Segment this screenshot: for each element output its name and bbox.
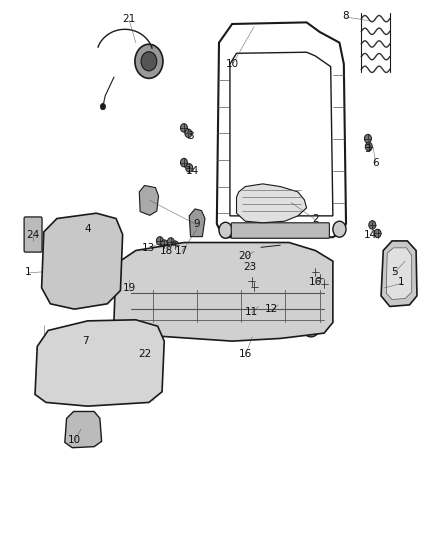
- Circle shape: [95, 330, 102, 339]
- Polygon shape: [42, 213, 123, 309]
- Text: 10: 10: [226, 59, 239, 69]
- Text: 19: 19: [123, 283, 136, 293]
- Polygon shape: [65, 411, 102, 448]
- Polygon shape: [114, 243, 333, 341]
- Circle shape: [145, 377, 152, 385]
- Circle shape: [364, 134, 371, 143]
- Polygon shape: [237, 184, 307, 223]
- Circle shape: [374, 229, 381, 238]
- Circle shape: [73, 382, 80, 391]
- Circle shape: [365, 142, 372, 151]
- Ellipse shape: [249, 247, 273, 259]
- FancyBboxPatch shape: [231, 223, 329, 238]
- Text: 3: 3: [364, 144, 371, 154]
- Text: 20: 20: [239, 251, 252, 261]
- Circle shape: [248, 277, 255, 286]
- Circle shape: [161, 240, 168, 248]
- Polygon shape: [386, 248, 412, 300]
- Text: 3: 3: [187, 131, 194, 141]
- Text: 22: 22: [138, 350, 151, 359]
- Text: 10: 10: [68, 435, 81, 445]
- Text: 23: 23: [243, 262, 256, 271]
- Polygon shape: [139, 185, 159, 215]
- Text: 2: 2: [312, 214, 319, 223]
- Circle shape: [97, 382, 104, 391]
- Text: 16: 16: [309, 278, 322, 287]
- Circle shape: [180, 158, 187, 167]
- Circle shape: [301, 313, 321, 337]
- Polygon shape: [50, 228, 112, 300]
- Circle shape: [316, 274, 323, 282]
- Circle shape: [86, 329, 93, 337]
- Text: 24: 24: [26, 230, 39, 239]
- Text: 12: 12: [265, 304, 278, 314]
- Circle shape: [47, 379, 54, 388]
- Text: 18: 18: [160, 246, 173, 255]
- Circle shape: [167, 238, 174, 246]
- Circle shape: [186, 164, 193, 172]
- FancyBboxPatch shape: [24, 217, 42, 252]
- Polygon shape: [230, 52, 333, 216]
- Text: 4: 4: [84, 224, 91, 234]
- Text: 5: 5: [391, 267, 398, 277]
- Text: 14: 14: [186, 166, 199, 175]
- Circle shape: [100, 103, 106, 110]
- Circle shape: [156, 237, 163, 245]
- Text: 1: 1: [397, 278, 404, 287]
- Circle shape: [251, 282, 258, 291]
- Circle shape: [180, 124, 187, 132]
- Text: 17: 17: [175, 246, 188, 255]
- Circle shape: [91, 333, 98, 341]
- Circle shape: [142, 321, 151, 332]
- Polygon shape: [189, 209, 205, 237]
- Text: 11: 11: [245, 307, 258, 317]
- Circle shape: [321, 279, 328, 288]
- Circle shape: [141, 52, 157, 71]
- Polygon shape: [35, 320, 164, 406]
- Text: 8: 8: [343, 11, 350, 21]
- Circle shape: [185, 129, 192, 138]
- Circle shape: [219, 222, 232, 238]
- Circle shape: [146, 342, 159, 357]
- Circle shape: [135, 44, 163, 78]
- Circle shape: [333, 221, 346, 237]
- Circle shape: [137, 314, 156, 338]
- Circle shape: [369, 221, 376, 229]
- Text: 9: 9: [194, 219, 201, 229]
- Text: 13: 13: [142, 243, 155, 253]
- Circle shape: [172, 241, 179, 249]
- Polygon shape: [381, 241, 417, 306]
- Text: 16: 16: [239, 350, 252, 359]
- Text: 6: 6: [372, 158, 379, 167]
- Circle shape: [307, 320, 315, 330]
- Text: 7: 7: [82, 336, 89, 346]
- Circle shape: [124, 379, 131, 388]
- Text: 1: 1: [25, 267, 32, 277]
- Circle shape: [312, 268, 319, 276]
- Text: 21: 21: [123, 14, 136, 23]
- Text: 14: 14: [364, 230, 377, 239]
